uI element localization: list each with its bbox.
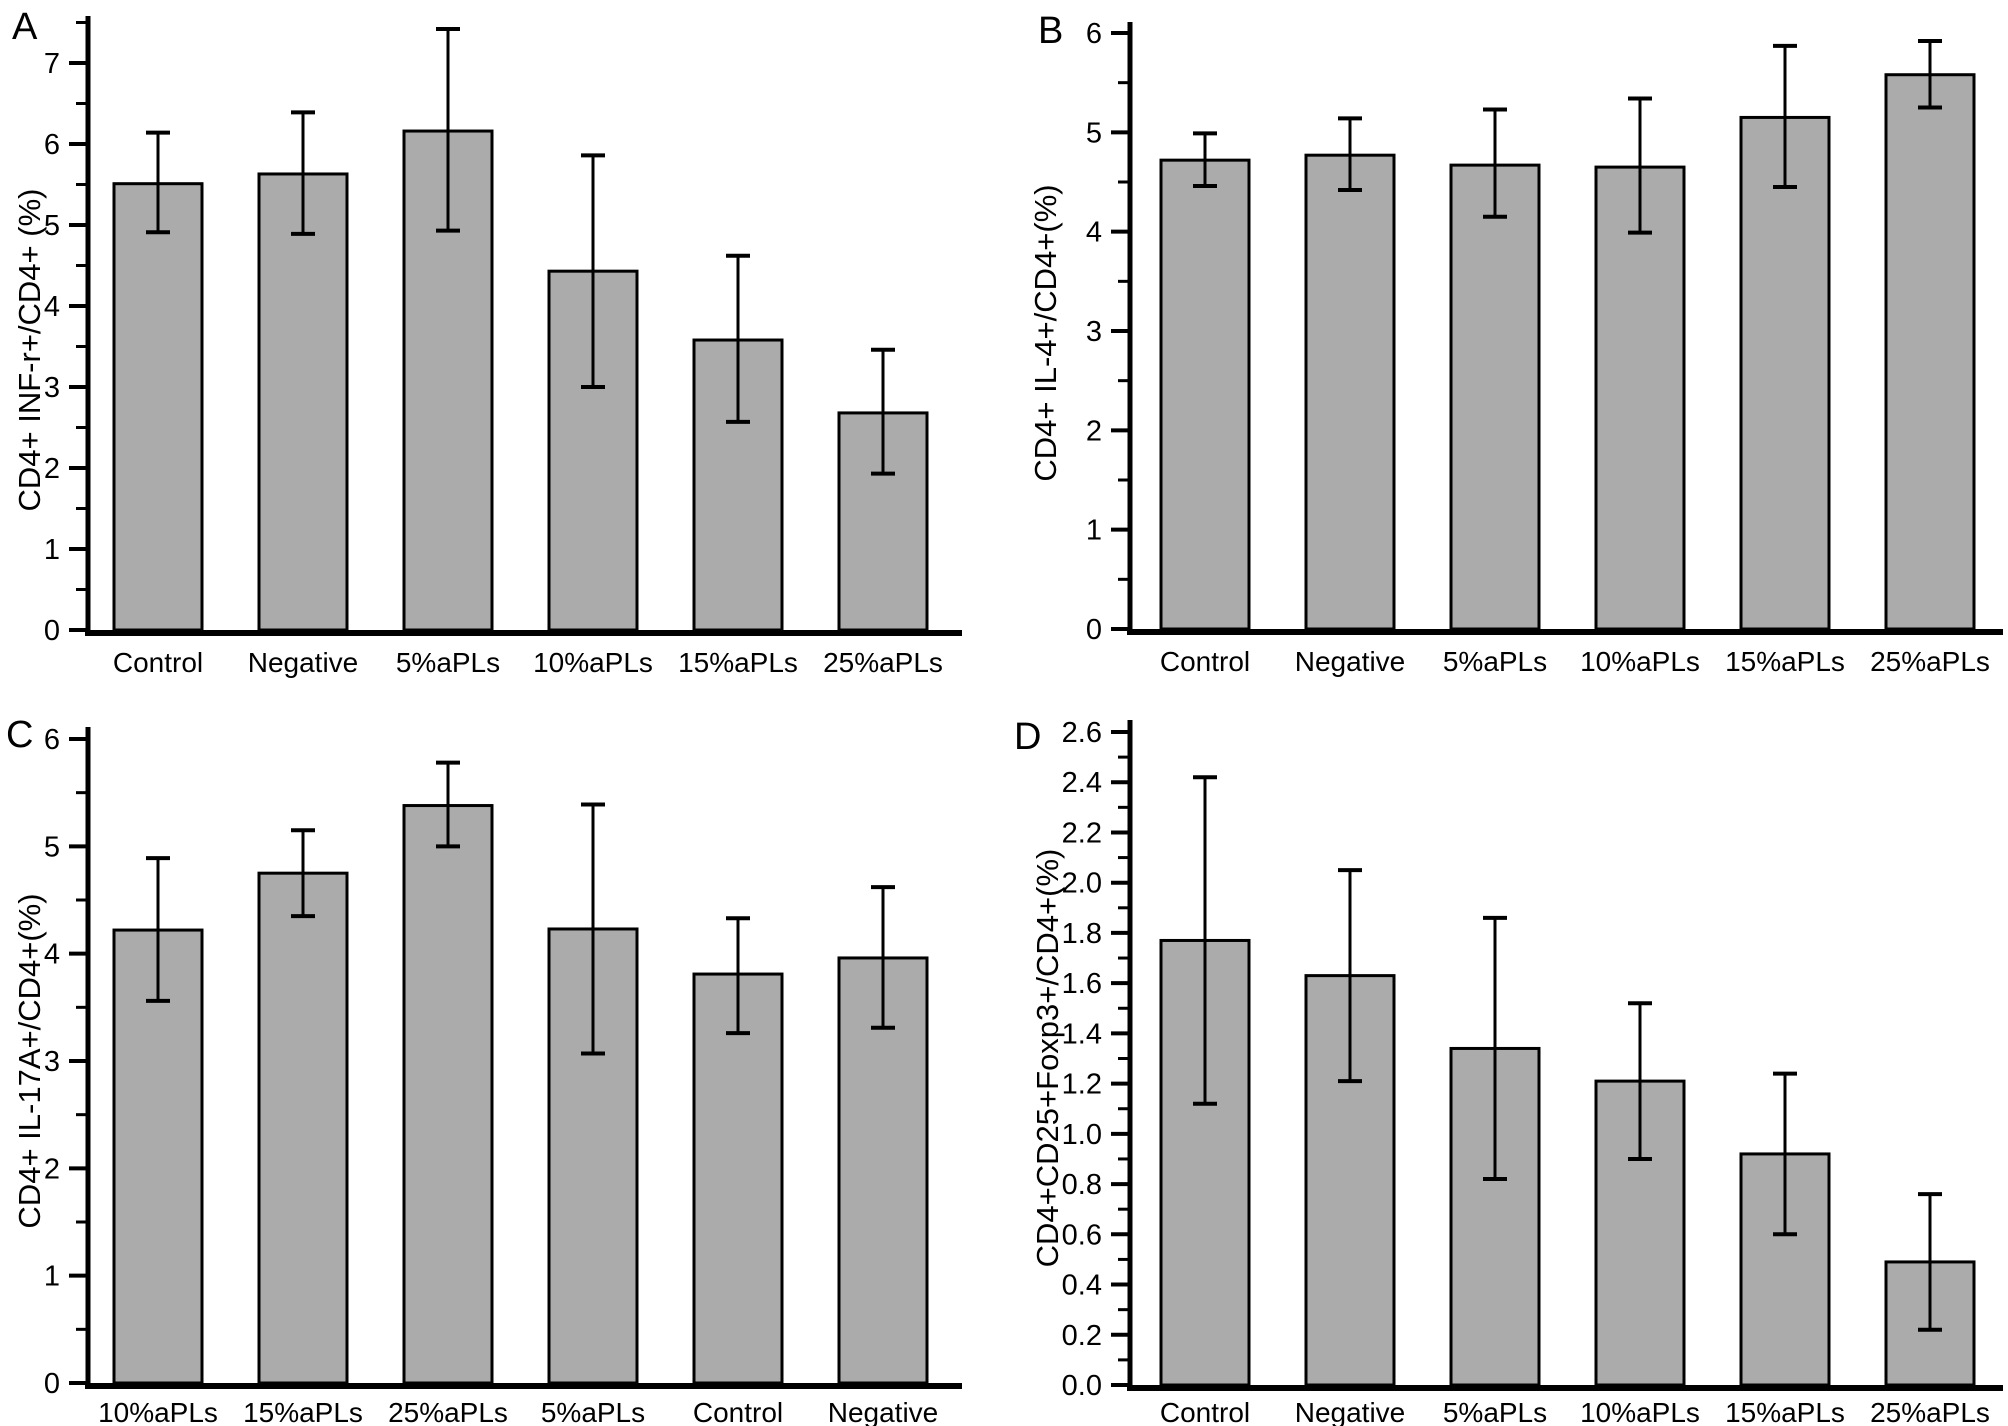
y-tick-label: 2	[44, 1153, 60, 1185]
y-tick-label: 2	[44, 453, 60, 485]
y-tick-label: 1	[44, 1261, 60, 1293]
y-tick-label: 6	[44, 724, 60, 756]
x-tick-label: Negative	[1295, 1397, 1406, 1426]
y-tick-label: 7	[44, 48, 60, 80]
x-tick-label: 25%aPLs	[388, 1397, 508, 1426]
y-tick-label: 0.6	[1062, 1219, 1102, 1251]
y-tick-label: 0	[44, 615, 60, 647]
y-tick-label: 1.4	[1062, 1018, 1102, 1050]
bar	[692, 972, 784, 1385]
y-tick-label: 1	[44, 534, 60, 566]
y-tick-label: 2.4	[1062, 767, 1102, 799]
y-axis-title-d: CD4+CD25+Foxp3+/CD4+(%)	[1030, 848, 1065, 1268]
bar	[1449, 1046, 1541, 1387]
panel-letter-d: D	[1014, 716, 1042, 758]
x-tick-label: Negative	[1295, 646, 1406, 677]
y-tick-label: 2.6	[1062, 717, 1102, 749]
bar	[112, 928, 204, 1385]
x-tick-label: 10%aPLs	[1580, 646, 1700, 677]
x-tick-label: 5%aPLs	[396, 647, 500, 678]
y-tick-label: 5	[44, 210, 60, 242]
x-tick-label: 10%aPLs	[1580, 1397, 1700, 1426]
bar	[257, 172, 349, 632]
panel-letter-c: C	[6, 714, 34, 756]
y-axis-title-b: CD4+ IL-4+/CD4+(%)	[1028, 184, 1063, 482]
y-tick-label: 0.8	[1062, 1169, 1102, 1201]
bar	[402, 804, 494, 1385]
y-tick-label: 4	[44, 291, 60, 323]
bar	[257, 871, 349, 1385]
x-tick-label: Negative	[248, 647, 359, 678]
y-tick-label: 0.0	[1062, 1370, 1102, 1402]
y-axis-title-c: CD4+ IL-17A+/CD4+(%)	[12, 893, 47, 1229]
y-tick-label: 3	[44, 372, 60, 404]
bar	[1884, 73, 1976, 631]
x-tick-label: 25%aPLs	[1870, 1397, 1990, 1426]
bar	[1739, 115, 1831, 631]
y-tick-label: 1.0	[1062, 1119, 1102, 1151]
panel-d: 0.0 0.2 0.4 0.6 0.8 1.0 1.2 1.4 1.6 1.8 2.0 2.2 2.4 2…	[1062, 717, 2003, 1426]
x-tick-label: 15%aPLs	[1725, 1397, 1845, 1426]
x-tick-label: 5%aPLs	[1443, 1397, 1547, 1426]
y-tick-label: 1.2	[1062, 1069, 1102, 1101]
y-tick-label: 2.0	[1062, 868, 1102, 900]
y-tick-label: 5	[1086, 117, 1102, 149]
y-tick-label: 2.2	[1062, 817, 1102, 849]
y-tick-label: 3	[1086, 316, 1102, 348]
bar	[1594, 165, 1686, 631]
bar	[1304, 153, 1396, 631]
y-tick-label: 0.4	[1062, 1270, 1102, 1302]
x-tick-label: 15%aPLs	[678, 647, 798, 678]
x-tick-label: 5%aPLs	[1443, 646, 1547, 677]
y-tick-label: 0.2	[1062, 1320, 1102, 1352]
x-tick-label: Control	[693, 1397, 783, 1426]
x-tick-label: Control	[113, 647, 203, 678]
panel-letter-b: B	[1038, 10, 1064, 52]
x-tick-label: 10%aPLs	[98, 1397, 218, 1426]
y-tick-label: 6	[1086, 18, 1102, 50]
bar	[112, 182, 204, 632]
y-tick-label: 6	[44, 129, 60, 161]
y-tick-label: 0	[44, 1368, 60, 1400]
y-tick-label: 1.6	[1062, 968, 1102, 1000]
x-tick-label: Control	[1160, 1397, 1250, 1426]
x-tick-label: 25%aPLs	[1870, 646, 1990, 677]
y-tick-label: 5	[44, 831, 60, 863]
x-tick-label: 25%aPLs	[823, 647, 943, 678]
x-tick-label: 15%aPLs	[243, 1397, 363, 1426]
bar	[1159, 158, 1251, 631]
y-axis-title-a: CD4+ INF-r+/CD4+ (%)	[12, 188, 47, 512]
panel-c: 0 1 2 3 4 5 6 10%aPLs 15%aPLs 25%aPLs 5%aPLs Contro…	[44, 724, 962, 1426]
x-tick-label: 10%aPLs	[533, 647, 653, 678]
x-tick-label: 15%aPLs	[1725, 646, 1845, 677]
panel-b: 0 1 2 3 4 5 6 Control Negative 5%aPLs 10%aPLs 15%aP…	[1086, 18, 2003, 677]
y-tick-label: 4	[1086, 217, 1102, 249]
x-tick-label: Negative	[828, 1397, 939, 1426]
x-tick-label: Control	[1160, 646, 1250, 677]
x-tick-label: 5%aPLs	[541, 1397, 645, 1426]
bar	[1449, 163, 1541, 631]
y-tick-label: 1.8	[1062, 918, 1102, 950]
panel-letter-a: A	[12, 6, 38, 48]
y-tick-label: 4	[44, 939, 60, 971]
y-tick-label: 1	[1086, 515, 1102, 547]
y-tick-label: 2	[1086, 415, 1102, 447]
panel-a: 0 1 2 3 4 5 6 7 Control Negative 5%aPLs 10%aPLs 15%a…	[44, 16, 962, 678]
y-tick-label: 0	[1086, 614, 1102, 646]
y-tick-label: 3	[44, 1046, 60, 1078]
